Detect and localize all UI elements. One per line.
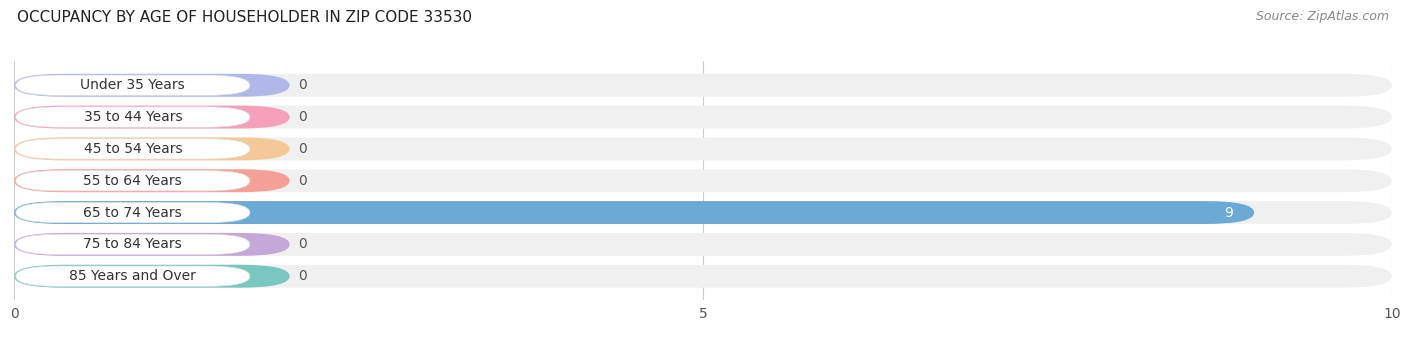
Text: 9: 9 xyxy=(1225,206,1233,220)
FancyBboxPatch shape xyxy=(14,265,1392,288)
FancyBboxPatch shape xyxy=(15,75,250,95)
FancyBboxPatch shape xyxy=(14,169,290,192)
FancyBboxPatch shape xyxy=(15,202,250,223)
Text: 55 to 64 Years: 55 to 64 Years xyxy=(83,174,183,188)
FancyBboxPatch shape xyxy=(14,106,1392,129)
Text: 85 Years and Over: 85 Years and Over xyxy=(69,269,197,283)
FancyBboxPatch shape xyxy=(15,170,250,191)
Text: 0: 0 xyxy=(298,78,307,92)
FancyBboxPatch shape xyxy=(14,169,1392,192)
FancyBboxPatch shape xyxy=(14,265,290,288)
FancyBboxPatch shape xyxy=(15,107,250,127)
Text: 0: 0 xyxy=(298,269,307,283)
FancyBboxPatch shape xyxy=(15,234,250,255)
Text: 35 to 44 Years: 35 to 44 Years xyxy=(83,110,183,124)
FancyBboxPatch shape xyxy=(14,201,1254,224)
FancyBboxPatch shape xyxy=(14,74,1392,97)
Text: 0: 0 xyxy=(298,142,307,156)
FancyBboxPatch shape xyxy=(14,201,1392,224)
Text: Source: ZipAtlas.com: Source: ZipAtlas.com xyxy=(1256,10,1389,23)
Text: 0: 0 xyxy=(298,110,307,124)
Text: 75 to 84 Years: 75 to 84 Years xyxy=(83,237,183,251)
FancyBboxPatch shape xyxy=(14,137,1392,160)
FancyBboxPatch shape xyxy=(15,139,250,159)
Text: 45 to 54 Years: 45 to 54 Years xyxy=(83,142,183,156)
FancyBboxPatch shape xyxy=(14,106,290,129)
Text: Under 35 Years: Under 35 Years xyxy=(80,78,186,92)
Text: 0: 0 xyxy=(298,237,307,251)
Text: 0: 0 xyxy=(298,174,307,188)
FancyBboxPatch shape xyxy=(15,266,250,286)
Text: OCCUPANCY BY AGE OF HOUSEHOLDER IN ZIP CODE 33530: OCCUPANCY BY AGE OF HOUSEHOLDER IN ZIP C… xyxy=(17,10,472,25)
FancyBboxPatch shape xyxy=(14,233,290,256)
FancyBboxPatch shape xyxy=(14,233,1392,256)
FancyBboxPatch shape xyxy=(14,74,290,97)
Text: 65 to 74 Years: 65 to 74 Years xyxy=(83,206,183,220)
FancyBboxPatch shape xyxy=(14,137,290,160)
